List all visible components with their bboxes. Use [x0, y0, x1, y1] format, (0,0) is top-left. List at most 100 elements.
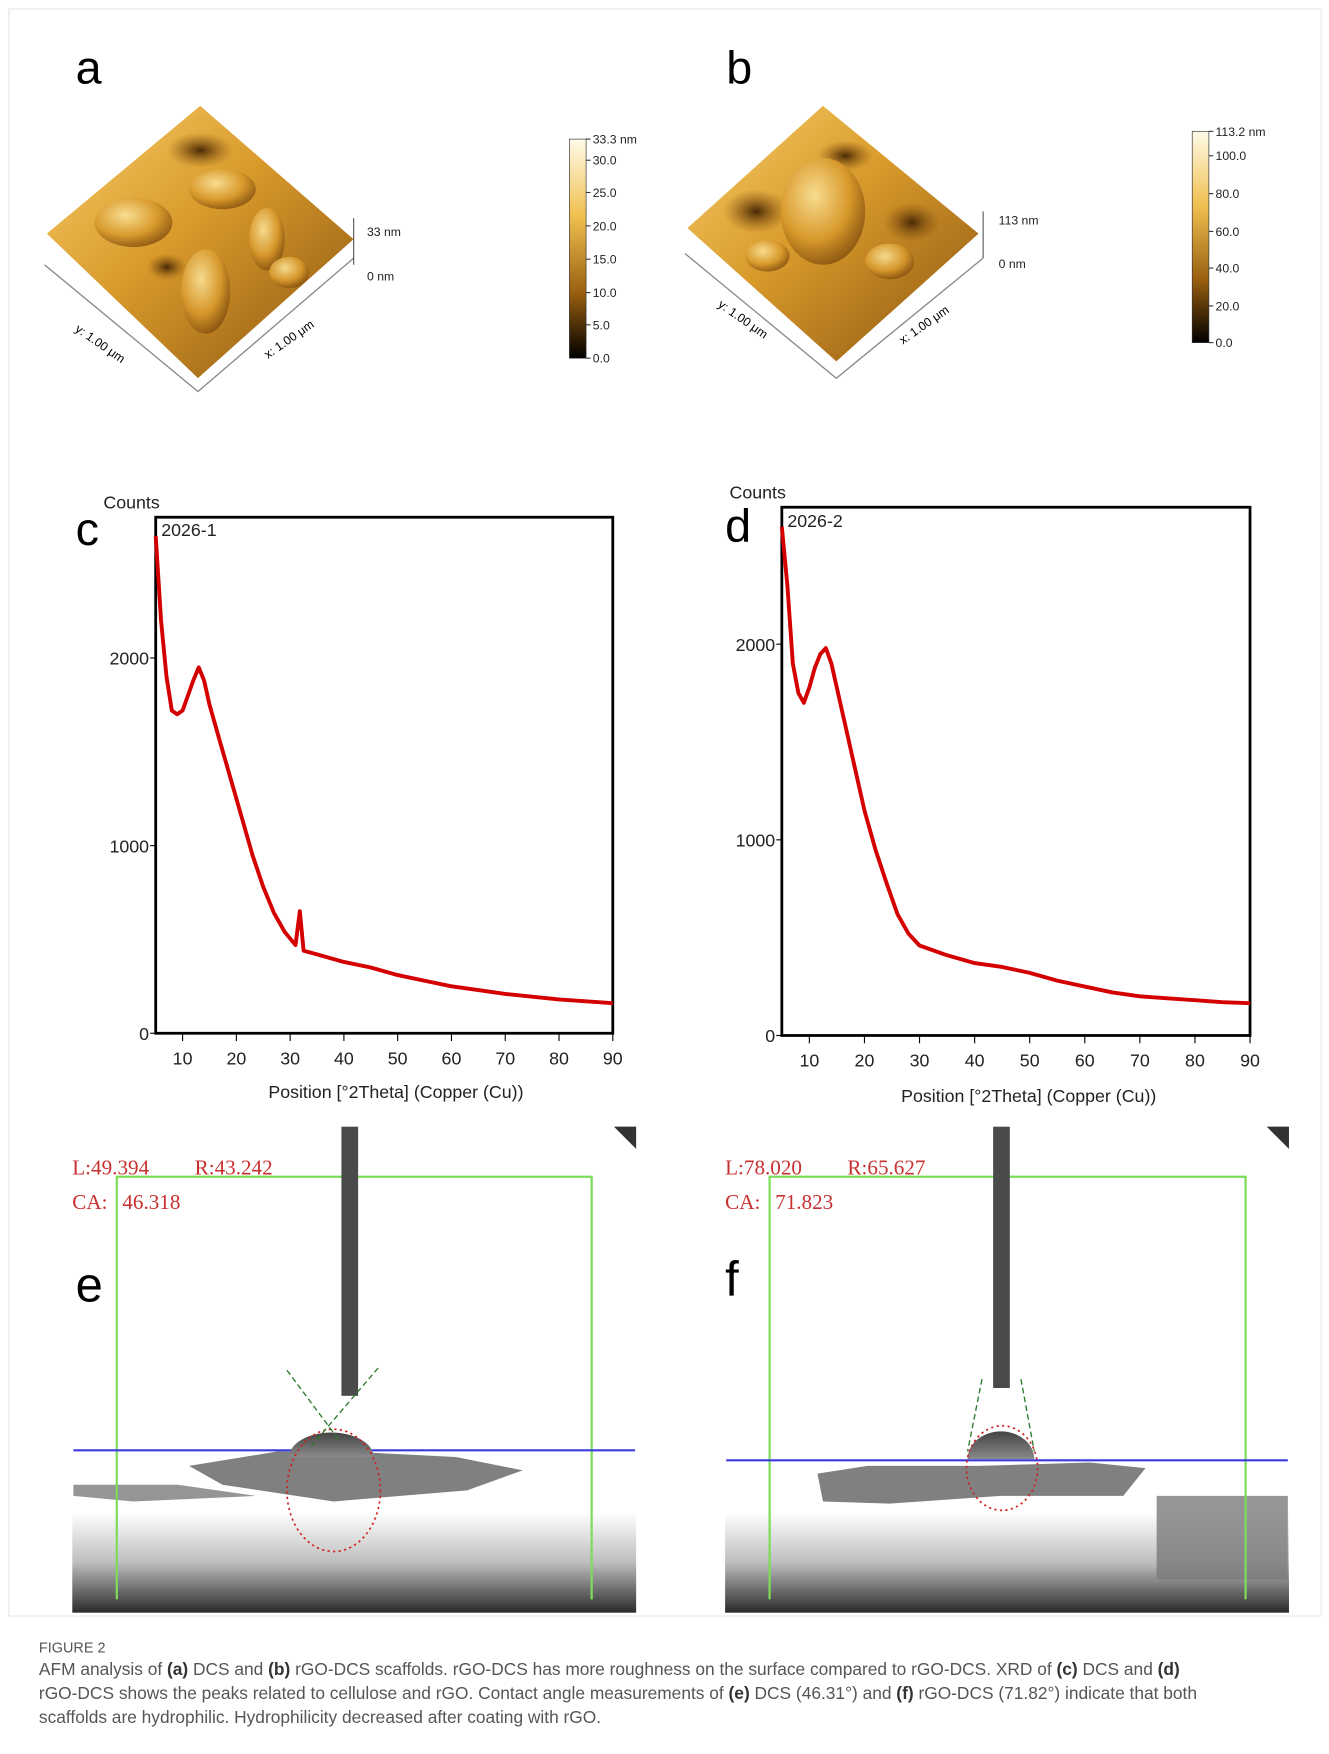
ca-value: 46.318 [122, 1190, 180, 1214]
x-tick-label: 90 [1240, 1051, 1260, 1071]
caption-text: AFM analysis of [39, 1659, 167, 1679]
colorbar-label: 0.0 [593, 352, 610, 366]
y-tick-label: 0 [139, 1024, 149, 1044]
colorbar-label: 25.0 [593, 186, 617, 200]
x-tick-label: 40 [334, 1048, 354, 1068]
ca-sample-strip [73, 1484, 256, 1502]
y-tick-label: 2000 [736, 635, 776, 655]
colorbar-label: 5.0 [593, 318, 610, 332]
ca-needle [341, 1126, 359, 1396]
xrd-curve [153, 535, 613, 1006]
afm-surface-base [46, 105, 354, 379]
caption-text: DCS and [1078, 1659, 1158, 1679]
caption-text: scaffolds are hydrophilic. Hydrophilicit… [39, 1707, 601, 1727]
afm-height-bottom: 0 nm [367, 269, 394, 283]
x-tick-label: 50 [1020, 1051, 1040, 1071]
ca-tangent [310, 1367, 379, 1447]
afm-x-axis-label: x: 1.00 μm [897, 303, 952, 347]
ca-needle [993, 1126, 1010, 1389]
caption-text: (c) [1057, 1659, 1078, 1679]
afm-peak [745, 240, 790, 272]
afm-height-top: 113 nm [999, 214, 1039, 228]
ca-corner [1266, 1126, 1289, 1149]
caption-text: DCS (46.31°) and [750, 1683, 897, 1703]
y-axis-label: Counts [103, 492, 159, 512]
ca-sample-layer [189, 1451, 523, 1502]
colorbar-label: 15.0 [593, 253, 617, 267]
y-tick-label: 1000 [736, 830, 776, 850]
afm-peak [181, 249, 231, 334]
x-tick-label: 80 [1185, 1051, 1205, 1071]
x-tick-label: 80 [549, 1048, 569, 1068]
ca-sample-layer [817, 1462, 1146, 1504]
x-tick-label: 30 [280, 1048, 300, 1068]
panel-label: a [76, 41, 102, 93]
afm-axis [44, 257, 355, 393]
ca-fit-ellipse [965, 1425, 1039, 1512]
afm-peak [249, 208, 285, 271]
colorbar-label: 20.0 [1216, 299, 1240, 313]
y-tick-label: 1000 [109, 836, 149, 856]
y-axis-label: Counts [730, 482, 786, 502]
ca-fit-ellipse [286, 1428, 382, 1553]
x-tick-label: 30 [910, 1051, 930, 1071]
caption-line: AFM analysis of (a) DCS and (b) rGO-DCS … [39, 1659, 1180, 1679]
afm-valley [146, 253, 187, 281]
ca-value: 71.823 [775, 1190, 833, 1214]
x-tick-label: 70 [495, 1048, 515, 1068]
ca-label: CA: [72, 1190, 107, 1214]
afm-y-axis-label: y: 1.00 μm [73, 322, 128, 366]
plot-frame [780, 505, 1252, 1037]
afm-peak [189, 169, 256, 210]
colorbar-label: 60.0 [1216, 225, 1240, 239]
colorbar-label: 100.0 [1216, 149, 1247, 163]
colorbar-label: 40.0 [1216, 262, 1240, 276]
caption-text: (f) [896, 1683, 913, 1703]
afm-valley [166, 132, 234, 169]
afm-valley [883, 202, 941, 243]
caption-text: (e) [729, 1683, 750, 1703]
plot-frame [154, 515, 615, 1035]
x-tick-label: 40 [965, 1051, 985, 1071]
colorbar-label: 113.2 nm [1216, 125, 1266, 139]
caption-text: rGO-DCS scaffolds. rGO-DCS has more roug… [290, 1659, 1056, 1679]
afm-valley [722, 189, 790, 234]
x-tick-label: 60 [1075, 1051, 1095, 1071]
caption-text: (a) [167, 1659, 188, 1679]
x-tick-label: 60 [442, 1048, 462, 1068]
afm-axis [684, 253, 984, 380]
x-axis-label: Position [°2Theta] (Copper (Cu)) [901, 1086, 1156, 1106]
afm-peak [780, 158, 866, 265]
colorbar-label: 10.0 [593, 286, 617, 300]
colorbar-label: 0.0 [1216, 336, 1233, 350]
y-tick-label: 0 [765, 1026, 775, 1046]
panel-label: f [725, 1253, 739, 1307]
afm-x-axis-label: x: 1.00 μm [262, 317, 317, 361]
xrd-curve [779, 526, 1251, 1006]
afm-surface [46, 105, 354, 379]
caption-line: scaffolds are hydrophilic. Hydrophilicit… [39, 1707, 601, 1727]
caption-text: DCS and [188, 1659, 268, 1679]
series-label: 2026-1 [161, 520, 216, 540]
colorbar-label: 33.3 nm [593, 133, 637, 147]
caption-text: rGO-DCS shows the peaks related to cellu… [39, 1683, 729, 1703]
colorbar-label: 20.0 [593, 219, 617, 233]
ca-tangent [1020, 1379, 1035, 1452]
afm-peak [269, 256, 310, 289]
x-tick-label: 10 [173, 1048, 193, 1068]
caption-label: FIGURE 2 [39, 1641, 106, 1657]
panel-label: d [725, 500, 751, 552]
caption-text: (b) [268, 1659, 290, 1679]
ca-label: CA: [725, 1190, 760, 1214]
colorbar-label: 30.0 [593, 154, 617, 168]
afm-height-bottom: 0 nm [999, 257, 1026, 271]
ca-droplet [289, 1432, 374, 1457]
panel-label: c [76, 503, 99, 555]
colorbar-label: 80.0 [1216, 187, 1240, 201]
afm-peak [94, 198, 173, 247]
ca-left-angle: L:78.020 [725, 1155, 802, 1179]
afm-peak [865, 243, 915, 280]
x-tick-label: 90 [603, 1048, 623, 1068]
ca-sample-strip [1156, 1495, 1288, 1580]
